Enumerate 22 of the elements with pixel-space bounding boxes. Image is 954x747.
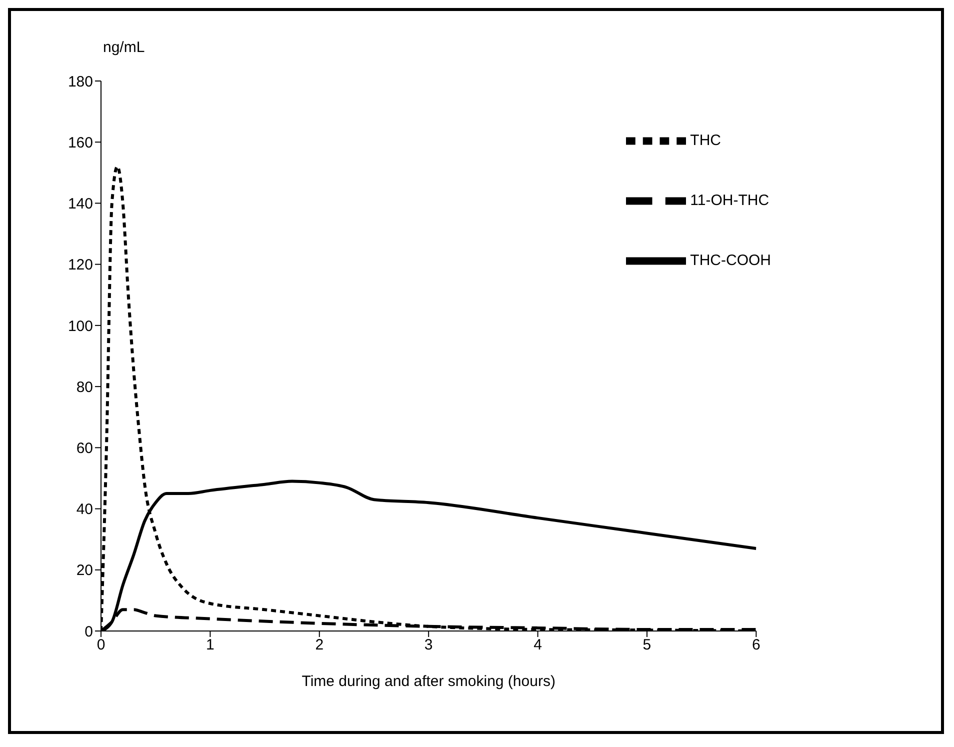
legend-label: THC-COOH: [690, 252, 771, 269]
x-tick-label: 4: [534, 636, 542, 654]
y-tick-label: 180: [68, 73, 93, 90]
legend-label: 11-OH-THC: [690, 192, 770, 209]
legend-label: THC: [690, 132, 721, 149]
y-tick-label: 40: [76, 501, 93, 518]
y-tick-label: 100: [68, 318, 93, 335]
x-tick-label: 0: [96, 636, 106, 654]
y-tick-label: 60: [76, 440, 93, 457]
x-tick-label: 5: [642, 636, 652, 654]
y-tick-label: 0: [84, 623, 93, 640]
x-tick-label: 6: [752, 636, 760, 654]
y-tick-label: 20: [76, 562, 93, 580]
x-axis-title: Time during and after smoking (hours): [302, 673, 556, 690]
y-tick-label: 80: [76, 378, 93, 396]
x-tick-label: 2: [315, 636, 324, 654]
y-tick-label: 120: [68, 256, 93, 274]
y-axis-title: ng/mL: [103, 39, 145, 56]
x-tick-label: 1: [206, 636, 214, 654]
x-tick-label: 3: [424, 636, 433, 654]
y-tick-label: 160: [68, 134, 93, 152]
y-tick-label: 140: [68, 196, 93, 213]
